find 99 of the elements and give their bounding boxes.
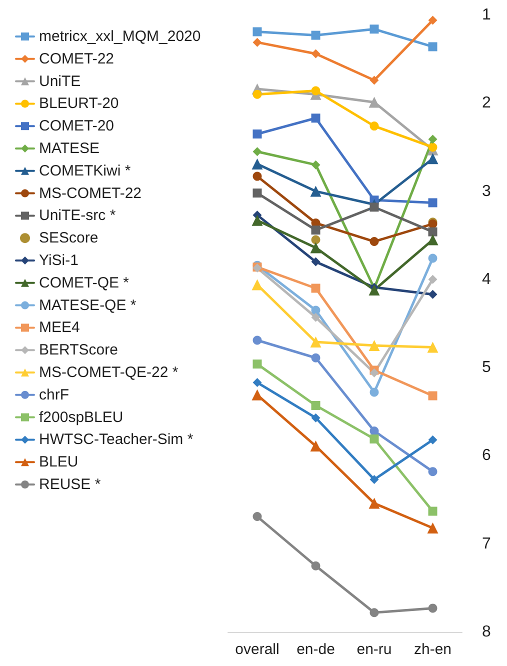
legend-label: COMET-22 (39, 50, 114, 68)
point (370, 368, 379, 378)
legend-label: UniTE-src * (39, 207, 116, 224)
point (368, 284, 380, 296)
point (252, 378, 262, 388)
point (252, 360, 262, 369)
x-tick-label: zh-en (414, 641, 452, 658)
legend-label: f200spBLEU (39, 408, 124, 426)
x-tick-label: en-de (296, 641, 335, 658)
point (311, 114, 320, 123)
point (252, 188, 262, 198)
point (311, 413, 320, 422)
point (368, 96, 380, 108)
point (428, 42, 438, 52)
y-tick-label: 5 (482, 359, 491, 376)
point (370, 24, 379, 34)
point (311, 226, 320, 235)
point (311, 561, 320, 570)
point (428, 198, 438, 208)
point (428, 604, 438, 613)
x-tick-label: en-ru (356, 641, 392, 658)
point (368, 340, 380, 352)
legend-label: MATESE (39, 140, 100, 157)
y-tick-label: 7 (482, 535, 491, 552)
point (252, 214, 263, 226)
point (311, 86, 320, 96)
point (252, 129, 262, 138)
legend-label: BLEURT-20 (39, 95, 119, 112)
y-tick-label: 8 (482, 624, 491, 640)
point (368, 498, 380, 509)
y-tick-label: 3 (482, 182, 491, 200)
legend-label: MATESE-QE * (39, 296, 136, 314)
point (311, 235, 320, 244)
x-tick-label: overall (235, 641, 280, 658)
point (428, 274, 438, 284)
point (428, 142, 438, 152)
point (311, 400, 320, 410)
point (252, 147, 262, 156)
legend-label: UniTE (39, 72, 81, 90)
legend-label: COMETKiwi * (39, 162, 131, 180)
point (370, 434, 379, 444)
point (427, 522, 438, 534)
legend-label: MEE4 (39, 319, 80, 336)
y-tick-label: 2 (482, 94, 491, 112)
point (428, 290, 438, 299)
legend-label: YiSi-1 (39, 252, 78, 269)
point (311, 306, 320, 315)
point (252, 27, 262, 36)
point (311, 284, 320, 293)
legend-label: BLEU (39, 454, 78, 471)
legend-label: metricx_xxl_MQM_2020 (39, 28, 201, 45)
point (370, 202, 379, 212)
point (370, 475, 379, 484)
point (311, 353, 320, 362)
point (370, 388, 379, 397)
point (252, 158, 263, 170)
legend-label: SEScore (39, 230, 98, 247)
point (252, 279, 263, 290)
legend-label: MS-COMET-22 (39, 184, 142, 202)
y-tick-label: 1 (482, 6, 491, 24)
y-tick-label: 6 (482, 447, 491, 464)
point (310, 336, 322, 348)
legend-label: HWTSC-Teacher-Sim * (39, 431, 194, 448)
point (428, 467, 438, 476)
point (370, 237, 379, 246)
point (310, 242, 322, 254)
y-tick-label: 4 (482, 270, 491, 288)
point (428, 506, 438, 516)
point (252, 389, 263, 400)
legend-label: BERTScore (39, 342, 118, 359)
legend-label: REUSE * (39, 476, 101, 493)
point (311, 312, 320, 322)
point (428, 391, 438, 400)
point (427, 342, 438, 353)
point (252, 512, 262, 522)
point (427, 234, 438, 246)
point (311, 49, 320, 58)
legend-label: COMET-QE * (39, 274, 130, 292)
point (427, 153, 438, 164)
point (310, 440, 322, 452)
point (252, 172, 262, 181)
legend-label: COMET-20 (39, 118, 114, 135)
point (370, 608, 379, 618)
point (428, 16, 438, 25)
point (428, 134, 438, 144)
point (370, 76, 379, 85)
point (428, 254, 438, 263)
point (311, 30, 320, 40)
point (310, 186, 322, 197)
point (428, 435, 438, 444)
point (311, 257, 320, 266)
point (252, 336, 262, 345)
point (311, 160, 320, 170)
legend-label: MS-COMET-QE-22 * (39, 364, 178, 381)
point (428, 227, 438, 236)
point (252, 90, 262, 99)
point (252, 38, 262, 47)
legend-label: chrF (39, 386, 69, 404)
point (370, 122, 379, 131)
